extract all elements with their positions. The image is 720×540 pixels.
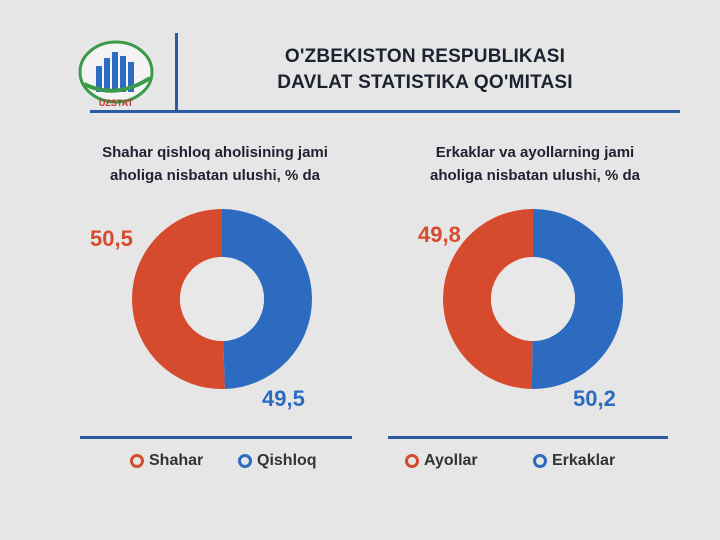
organization-title-line2: DAVLAT STATISTIKA QO'MITASI — [277, 72, 573, 93]
donut-hole — [491, 257, 575, 341]
slice-qishloq — [222, 208, 313, 389]
legend-ring-red-icon — [130, 454, 144, 468]
donut-hole — [180, 257, 264, 341]
legend-label-ayollar: Ayollar — [424, 452, 478, 469]
slice-ayollar — [442, 209, 533, 389]
rural-value-label: 49,5 — [262, 386, 305, 411]
organization-title-line1: O'ZBEKISTON RESPUBLIKASI — [284, 46, 566, 67]
left-legend-rule — [80, 436, 352, 439]
header-divider-horizontal — [90, 110, 680, 113]
uzstat-logo: UZSTAT — [78, 40, 154, 108]
urban-rural-title-line2: aholiga nisbatan ulushi, % da — [109, 167, 321, 184]
legend-item-ayollar: Ayollar — [405, 452, 478, 470]
urban-rural-chart-title: Shahar qishloq aholisining jami aholiga … — [80, 141, 350, 187]
male-value-label: 50,2 — [573, 386, 616, 411]
urban-rural-title-line1: Shahar qishloq aholisining jami — [102, 144, 328, 161]
slice-shahar — [132, 209, 225, 389]
legend-ring-blue-icon — [533, 454, 547, 468]
legend-label-erkaklar: Erkaklar — [552, 452, 616, 469]
right-legend-rule — [388, 436, 668, 439]
legend-ring-red-icon — [405, 454, 419, 468]
logo-text: UZSTAT — [99, 98, 134, 108]
female-value-label: 49,8 — [418, 222, 461, 247]
urban-value-label: 50,5 — [90, 226, 133, 251]
legend-item-qishloq: Qishloq — [238, 452, 317, 470]
slice-erkaklar — [531, 209, 623, 389]
gender-title-line1: Erkaklar va ayollarning jami — [435, 144, 635, 161]
organization-title: O'ZBEKISTON RESPUBLIKASI DAVLAT STATISTI… — [190, 44, 660, 96]
legend-label-qishloq: Qishloq — [257, 452, 317, 469]
header-divider-vertical — [175, 33, 178, 111]
legend-item-erkaklar: Erkaklar — [533, 452, 615, 470]
legend-ring-blue-icon — [238, 454, 252, 468]
gender-chart-title: Erkaklar va ayollarning jami aholiga nis… — [400, 141, 670, 187]
legend-label-shahar: Shahar — [149, 452, 204, 469]
legend-item-shahar: Shahar — [130, 452, 203, 470]
gender-title-line2: aholiga nisbatan ulushi, % da — [429, 167, 641, 184]
